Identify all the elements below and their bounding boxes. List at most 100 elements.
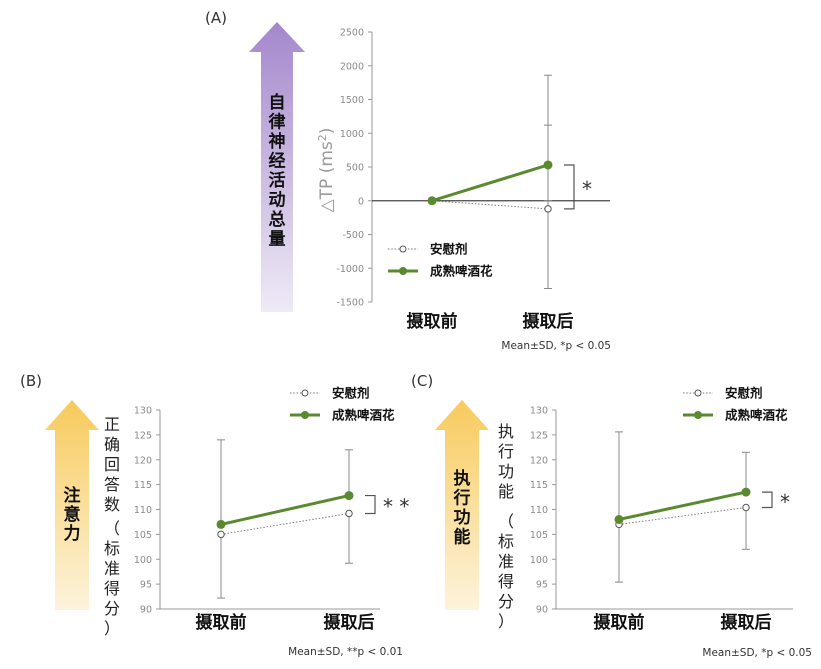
series-line-hop xyxy=(220,494,350,526)
y-tick-label: 1000 xyxy=(340,129,364,140)
arrow-label-char: 量 xyxy=(269,229,286,250)
arrow-label-char: 执 xyxy=(454,468,471,489)
x-category-label: 摄取后 xyxy=(324,612,375,633)
y-axis-title-1-char: 分 xyxy=(104,599,120,618)
y-axis-title-1-char: （ xyxy=(498,512,514,531)
series-line-hop xyxy=(618,490,747,521)
panel-label: (C) xyxy=(411,372,433,390)
panel-label: (A) xyxy=(205,9,227,27)
indicator-arrow xyxy=(45,400,99,610)
data-point-hop xyxy=(741,487,751,497)
significance-bracket xyxy=(762,491,773,509)
y-tick-label: 120 xyxy=(134,455,152,466)
arrow-label-char: 力 xyxy=(64,523,81,544)
arrow-label-char: 神 xyxy=(269,131,286,152)
legend-marker-placebo xyxy=(694,389,702,397)
y-axis-title-0-char: 执 xyxy=(498,422,514,441)
arrow-label-char: 自 xyxy=(269,92,286,113)
significance-mark: * xyxy=(582,177,592,201)
arrow-label-char: 动 xyxy=(269,191,286,211)
series-line-placebo xyxy=(220,512,350,535)
y-tick-label: 90 xyxy=(140,605,152,616)
y-axis-title-1-char: 得 xyxy=(498,572,514,591)
data-point-placebo xyxy=(742,503,750,512)
arrow-label-char: 活 xyxy=(269,170,286,191)
legend-label-hop: 成熟啤酒花 xyxy=(725,408,788,423)
y-tick-label: 110 xyxy=(134,505,152,516)
legend-marker-placebo xyxy=(399,245,407,253)
y-tick-label: 2500 xyxy=(340,28,364,39)
legend-label-placebo: 安慰剂 xyxy=(430,242,468,257)
data-point-placebo xyxy=(345,509,353,518)
y-tick-label: -1500 xyxy=(336,298,364,309)
significance-bracket xyxy=(564,164,575,210)
y-tick-label: 115 xyxy=(134,480,152,491)
series-line-hop xyxy=(431,163,549,203)
y-tick-label: 120 xyxy=(530,455,548,466)
legend-marker-hop xyxy=(399,267,407,275)
legend-marker-hop xyxy=(694,411,702,419)
legend-label-placebo: 安慰剂 xyxy=(332,386,370,401)
arrow-label-char: 功 xyxy=(454,508,471,528)
y-axis-title-0-char: 行 xyxy=(498,442,514,461)
y-tick-label: -1000 xyxy=(336,264,364,275)
significance-bracket xyxy=(365,494,376,515)
y-axis-title-1-char: 准 xyxy=(498,552,514,571)
y-axis-title-1-char: 分 xyxy=(498,592,514,611)
y-axis-title-1-char: 得 xyxy=(104,579,120,598)
arrow-label-char: 经 xyxy=(269,151,286,172)
y-tick-label: 100 xyxy=(530,555,548,566)
data-point-hop xyxy=(427,196,437,206)
series-line-placebo xyxy=(618,507,747,525)
y-axis-title: △TP (ms2) xyxy=(316,128,338,213)
arrow-label-char: 行 xyxy=(453,488,471,509)
y-tick-label: -500 xyxy=(342,230,364,241)
y-axis-title-1-char: 准 xyxy=(104,559,120,578)
arrow-label-char: 能 xyxy=(454,527,471,548)
arrow-label-char: 意 xyxy=(64,504,81,525)
y-axis-title-1-char: 标 xyxy=(498,532,514,551)
x-category-label: 摄取后 xyxy=(721,612,772,633)
panel-c: (C)执行功能执行功能（标准得分）13012512011511010510095… xyxy=(411,372,812,659)
indicator-arrow xyxy=(249,22,305,312)
legend-marker-hop xyxy=(301,411,309,419)
data-point-placebo xyxy=(217,530,225,539)
legend-marker-placebo xyxy=(301,389,309,397)
y-tick-label: 95 xyxy=(536,580,548,591)
y-tick-label: 130 xyxy=(134,406,152,417)
x-category-label: 摄取前 xyxy=(594,612,645,633)
legend-label-hop: 成熟啤酒花 xyxy=(430,264,493,279)
data-point-hop xyxy=(614,514,624,524)
y-tick-label: 2000 xyxy=(340,61,364,72)
y-axis-title-0-char: 回 xyxy=(104,455,120,474)
y-axis-title-1-char: （ xyxy=(104,519,120,538)
y-tick-label: 125 xyxy=(134,430,152,441)
y-tick-label: 100 xyxy=(134,555,152,566)
y-tick-label: 90 xyxy=(536,605,548,616)
y-tick-label: 110 xyxy=(530,505,548,516)
footnote: Mean±SD, **p < 0.01 xyxy=(288,646,403,658)
y-axis-title-0-char: 正 xyxy=(104,415,120,434)
significance-mark: * xyxy=(780,490,790,514)
data-point-hop xyxy=(543,160,553,170)
y-tick-label: 105 xyxy=(530,530,548,541)
data-point-hop xyxy=(344,491,354,501)
arrow-label-char: 注 xyxy=(64,485,81,506)
y-tick-label: 95 xyxy=(140,580,152,591)
series-line-placebo xyxy=(431,200,549,210)
y-axis-title-1-char: ） xyxy=(498,612,514,631)
y-axis-title-0-char: 能 xyxy=(498,482,514,501)
y-tick-label: 1500 xyxy=(340,95,364,106)
x-category-label: 摄取前 xyxy=(196,612,247,633)
significance-mark: * * xyxy=(383,495,409,519)
